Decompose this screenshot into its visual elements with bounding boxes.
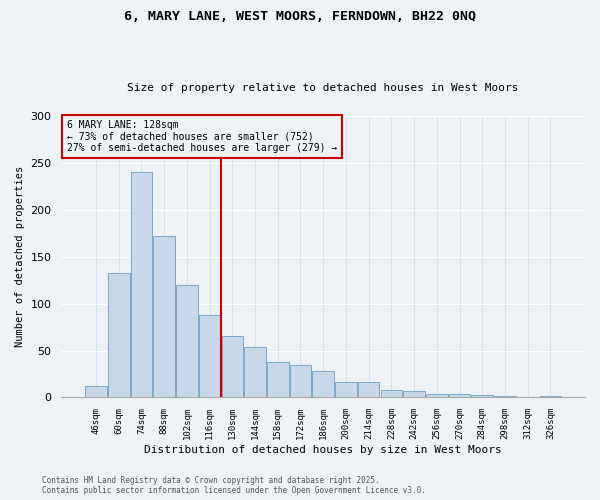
Bar xyxy=(494,396,516,398)
Bar xyxy=(426,394,448,398)
Bar xyxy=(154,236,175,398)
Y-axis label: Number of detached properties: Number of detached properties xyxy=(15,166,25,348)
Bar xyxy=(244,347,266,398)
Bar xyxy=(199,315,220,398)
Text: Contains HM Land Registry data © Crown copyright and database right 2025.
Contai: Contains HM Land Registry data © Crown c… xyxy=(42,476,426,495)
Bar xyxy=(85,386,107,398)
Bar xyxy=(449,394,470,398)
Bar xyxy=(290,364,311,398)
Bar xyxy=(108,272,130,398)
Text: 6 MARY LANE: 128sqm
← 73% of detached houses are smaller (752)
27% of semi-detac: 6 MARY LANE: 128sqm ← 73% of detached ho… xyxy=(67,120,337,154)
Bar xyxy=(517,396,538,398)
Bar xyxy=(380,390,402,398)
Title: Size of property relative to detached houses in West Moors: Size of property relative to detached ho… xyxy=(127,83,519,93)
Bar xyxy=(221,336,243,398)
Bar xyxy=(403,391,425,398)
X-axis label: Distribution of detached houses by size in West Moors: Distribution of detached houses by size … xyxy=(145,445,502,455)
Bar xyxy=(267,362,289,398)
Bar xyxy=(313,371,334,398)
Bar xyxy=(131,172,152,398)
Bar xyxy=(358,382,379,398)
Bar xyxy=(539,396,561,398)
Text: 6, MARY LANE, WEST MOORS, FERNDOWN, BH22 0NQ: 6, MARY LANE, WEST MOORS, FERNDOWN, BH22… xyxy=(124,10,476,23)
Bar xyxy=(472,394,493,398)
Bar xyxy=(335,382,357,398)
Bar xyxy=(176,285,197,398)
